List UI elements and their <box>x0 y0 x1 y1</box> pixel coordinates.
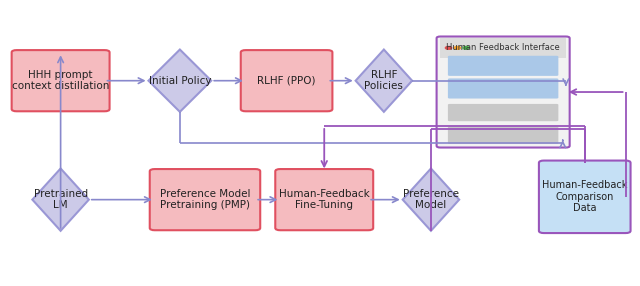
FancyBboxPatch shape <box>241 50 332 111</box>
Text: HHH prompt
context distillation: HHH prompt context distillation <box>12 70 109 92</box>
FancyBboxPatch shape <box>275 169 373 230</box>
Text: Initial Policy: Initial Policy <box>148 76 211 86</box>
FancyBboxPatch shape <box>150 169 260 230</box>
FancyBboxPatch shape <box>440 38 566 57</box>
Text: Preference Model
Pretraining (PMP): Preference Model Pretraining (PMP) <box>160 189 250 210</box>
Text: RLHF (PPO): RLHF (PPO) <box>257 76 316 86</box>
Text: RLHF
Policies: RLHF Policies <box>364 70 403 92</box>
Polygon shape <box>356 49 412 112</box>
FancyBboxPatch shape <box>436 37 570 148</box>
Polygon shape <box>403 168 459 231</box>
FancyBboxPatch shape <box>12 50 109 111</box>
FancyBboxPatch shape <box>448 56 558 76</box>
Text: Human Feedback Interface: Human Feedback Interface <box>446 43 560 52</box>
FancyBboxPatch shape <box>539 160 630 233</box>
Polygon shape <box>33 168 89 231</box>
Text: Preference
Model: Preference Model <box>403 189 459 210</box>
FancyBboxPatch shape <box>448 127 558 144</box>
Circle shape <box>463 47 469 49</box>
Text: Pretrained
LM: Pretrained LM <box>33 189 88 210</box>
Text: Human-Feedback
Fine-Tuning: Human-Feedback Fine-Tuning <box>279 189 370 210</box>
FancyBboxPatch shape <box>448 78 558 99</box>
Circle shape <box>445 47 452 49</box>
Text: Human-Feedback
Comparison
Data: Human-Feedback Comparison Data <box>542 180 627 213</box>
Circle shape <box>454 47 460 49</box>
FancyBboxPatch shape <box>448 104 558 121</box>
Polygon shape <box>148 49 211 112</box>
